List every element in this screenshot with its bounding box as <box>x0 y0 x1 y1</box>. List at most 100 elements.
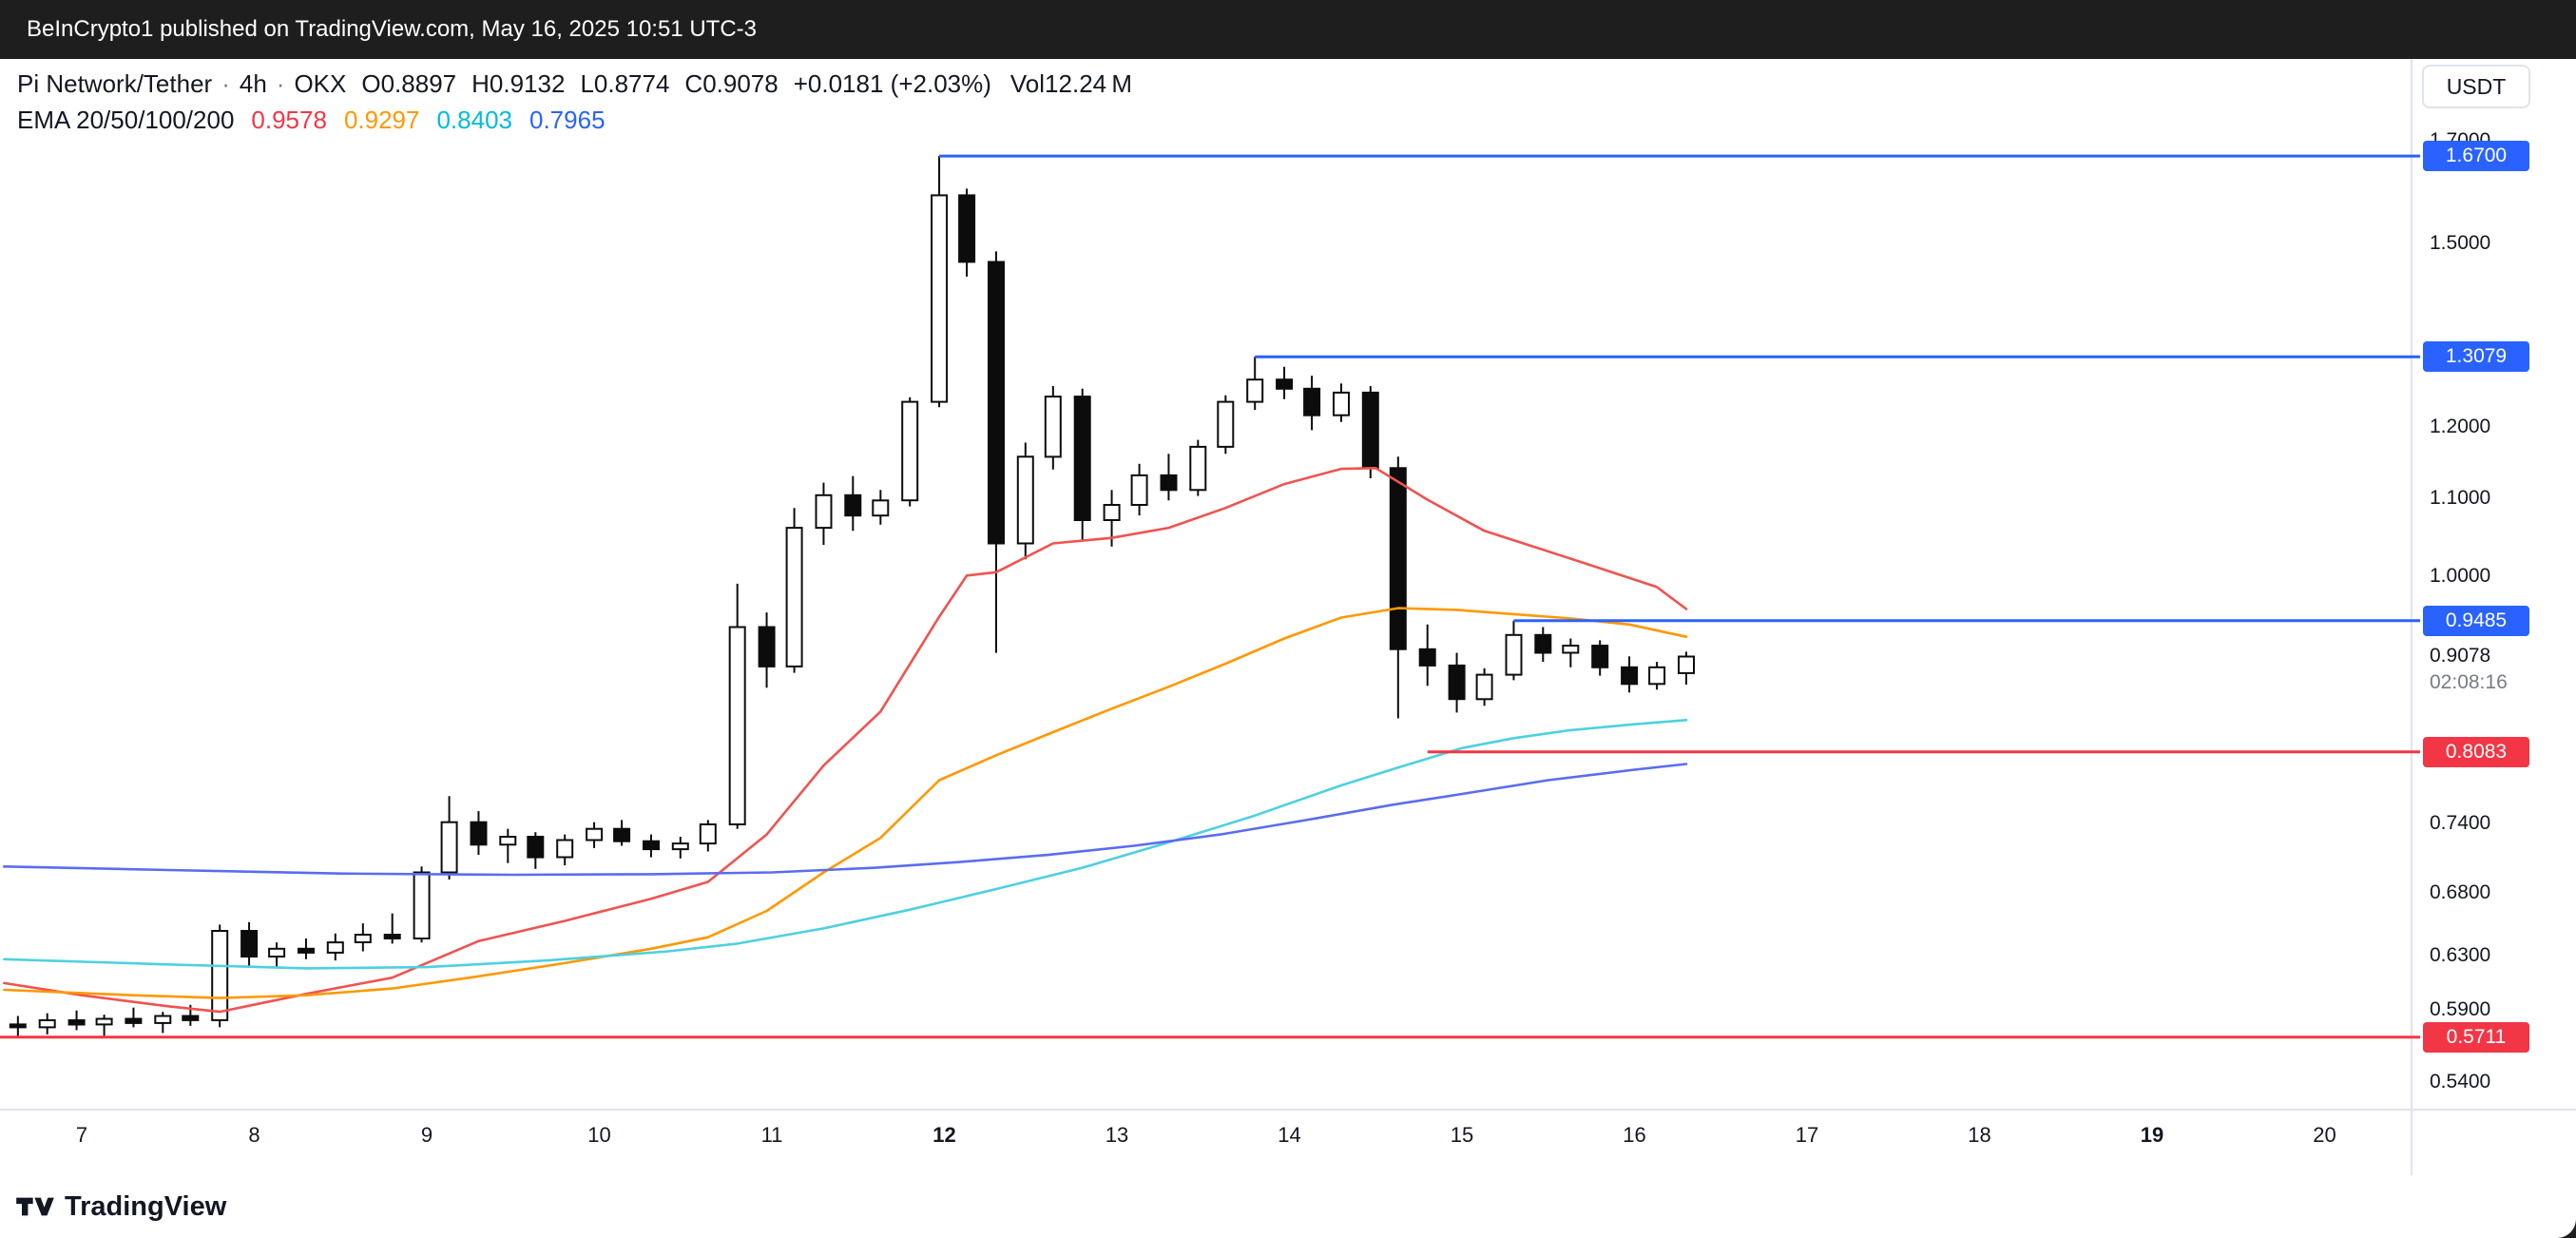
candle-up <box>95 1017 113 1026</box>
candle-down <box>1276 378 1294 390</box>
price-change: +0.0181 (+2.03%) <box>793 69 991 98</box>
candle-down <box>613 827 631 842</box>
price-level-label: 1.6700 <box>2423 141 2529 172</box>
candle-down <box>125 1017 143 1024</box>
ema-value: 0.9297 <box>343 106 420 134</box>
ema-line-ema20 <box>3 467 1688 1014</box>
candle-down <box>643 840 660 851</box>
candle-up <box>1217 400 1235 448</box>
candle-up <box>1103 504 1121 521</box>
time-tick: 8 <box>248 1123 260 1147</box>
ema-row: EMA 20/50/100/200 0.9578 0.9297 0.8403 0.796… <box>17 103 1132 137</box>
time-tick: 15 <box>1450 1123 1474 1147</box>
volume-value: Vol12.24 M <box>1009 69 1132 98</box>
time-tick: 13 <box>1105 1123 1129 1147</box>
time-tick: 10 <box>587 1123 611 1147</box>
footer-bar: TradingView <box>0 1175 2576 1238</box>
attribution-bar: BeInCrypto1 published on TradingView.com… <box>0 0 2576 59</box>
candle-down <box>1303 387 1321 416</box>
candle-up <box>1189 445 1207 492</box>
ohlc-low: L0.8774 <box>580 69 670 98</box>
price-level-label: 1.3079 <box>2423 341 2529 373</box>
current-price-label: 0.9078 <box>2430 644 2491 667</box>
ema-indicator-label[interactable]: EMA 20/50/100/200 <box>17 106 235 134</box>
candle-up <box>556 839 574 859</box>
candle-down <box>1418 648 1436 667</box>
price-tick: 0.7400 <box>2430 812 2491 835</box>
time-tick: 16 <box>1623 1123 1646 1147</box>
ema-line-ema200 <box>3 763 1688 877</box>
price-level-label: 0.5711 <box>2423 1021 2529 1053</box>
candle-down <box>1073 396 1091 521</box>
chart-area: Pi Network/Tether · 4h · OKX O0.8897 H0.9132 L0… <box>0 59 2576 1175</box>
candle-up <box>326 941 344 954</box>
exchange-label: OKX <box>294 69 347 98</box>
candle-up <box>872 499 890 517</box>
candle-up <box>268 947 286 958</box>
chart-legend: Pi Network/Tether · 4h · OKX O0.8897 H0.9132 L0… <box>17 67 1132 137</box>
candle-up <box>699 823 717 845</box>
ema-value: 0.7965 <box>529 106 606 134</box>
currency-usdt-button[interactable]: USDT <box>2422 65 2530 108</box>
candle-down <box>298 947 315 954</box>
time-tick: 18 <box>1968 1123 1991 1147</box>
candle-down <box>1534 633 1552 654</box>
candle-up <box>815 493 833 530</box>
candle-up <box>728 626 746 825</box>
candle-down <box>1621 666 1639 686</box>
ema-value: 0.9578 <box>251 106 327 134</box>
price-tick: 0.6800 <box>2430 881 2491 904</box>
time-tick: 20 <box>2313 1123 2336 1147</box>
candle-up <box>1505 633 1523 676</box>
candle-up <box>1333 391 1350 416</box>
chart-canvas[interactable] <box>0 59 2576 1175</box>
time-tick: 7 <box>75 1123 88 1147</box>
candle-down <box>758 626 776 667</box>
bar-countdown-label: 02:08:16 <box>2430 670 2508 693</box>
tradingview-brand-text[interactable]: TradingView <box>65 1190 227 1222</box>
time-tick: 9 <box>420 1123 433 1147</box>
time-axis[interactable]: 7 8 9 10 11 12 13 14 15 16 17 18 19 20 <box>0 1110 2412 1175</box>
candle-up <box>413 871 431 939</box>
tradingview-logo-icon[interactable] <box>15 1193 55 1220</box>
price-tick: 1.5000 <box>2430 231 2491 254</box>
candle-up <box>354 934 372 943</box>
price-tick: 0.6300 <box>2430 944 2491 966</box>
price-axis[interactable]: 1.70001.50001.20001.10001.00000.74000.68… <box>2412 59 2576 1175</box>
interval-label[interactable]: 4h <box>239 69 267 98</box>
candle-down <box>1448 664 1466 701</box>
candle-up <box>1562 645 1580 654</box>
separator-dot: · <box>221 69 230 98</box>
candle-down <box>527 836 545 859</box>
price-level-label: 0.9485 <box>2423 605 2529 636</box>
candle-down <box>988 261 1005 545</box>
candle-up <box>586 827 604 841</box>
price-tick: 0.5400 <box>2430 1071 2491 1093</box>
time-tick: 19 <box>2140 1123 2164 1147</box>
price-tick: 1.0000 <box>2430 565 2491 587</box>
candle-up <box>1648 666 1666 686</box>
ema-line-ema100 <box>3 719 1688 970</box>
ohlc-values: O0.8897 H0.9132 L0.8774 C0.9078 <box>346 69 778 98</box>
price-tick: 1.2000 <box>2430 415 2491 437</box>
ema-line-ema50 <box>3 607 1688 999</box>
ema-current-values: 0.9578 0.9297 0.8403 0.7965 <box>234 106 605 134</box>
candle-down <box>1361 391 1379 470</box>
candle-up <box>931 194 949 403</box>
candle-up <box>1044 396 1062 458</box>
candle-up <box>785 527 803 667</box>
ema-value: 0.8403 <box>436 106 512 134</box>
candle-up <box>499 836 517 846</box>
candle-up <box>671 842 689 851</box>
candle-down <box>67 1019 86 1026</box>
candle-down <box>1160 474 1178 492</box>
ohlc-open: O0.8897 <box>361 69 457 98</box>
candle-up <box>1246 378 1264 403</box>
candle-down <box>182 1015 200 1021</box>
symbol-title[interactable]: Pi Network/Tether <box>17 69 213 98</box>
candle-down <box>844 493 862 517</box>
candle-up <box>440 821 458 874</box>
separator-dot: · <box>276 69 285 98</box>
price-tick: 1.1000 <box>2430 486 2491 509</box>
candle-down <box>470 821 488 846</box>
